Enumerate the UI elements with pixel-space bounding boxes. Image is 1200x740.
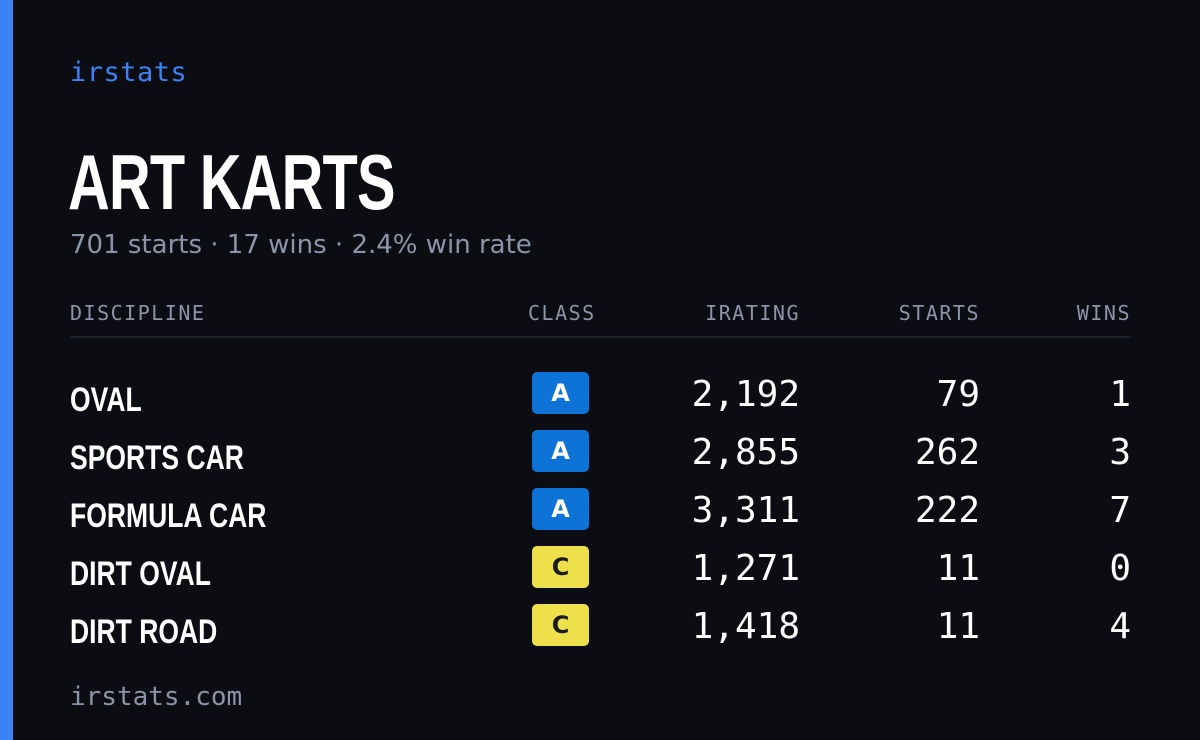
header-class: CLASS	[528, 301, 596, 325]
discipline-name: DIRT OVAL	[70, 555, 211, 593]
header-irating: IRATING	[705, 301, 800, 325]
brand-logo[interactable]: irstats	[70, 57, 188, 88]
table-row: DIRT OVAL C 1,271 11 0	[70, 528, 1131, 593]
class-badge: A	[532, 372, 589, 414]
driver-name: ART KARTS	[68, 138, 396, 226]
discipline-name: DIRT ROAD	[70, 613, 218, 651]
class-badge: C	[532, 546, 589, 588]
footer-url[interactable]: irstats.com	[70, 682, 243, 712]
accent-bar	[0, 0, 13, 740]
discipline-name: FORMULA CAR	[70, 497, 267, 535]
wins-value: 4	[1109, 606, 1131, 647]
stats-table: DISCIPLINE CLASS IRATING STARTS WINS OVA…	[70, 296, 1131, 651]
discipline-name: SPORTS CAR	[70, 439, 244, 477]
starts-value: 262	[914, 432, 980, 473]
irating-value: 2,192	[691, 374, 800, 415]
wins-value: 3	[1109, 432, 1131, 473]
header-discipline: DISCIPLINE	[70, 301, 206, 325]
starts-value: 222	[914, 490, 980, 531]
driver-summary: 701 starts · 17 wins · 2.4% win rate	[70, 230, 532, 260]
irating-value: 3,311	[691, 490, 800, 531]
starts-value: 79	[936, 374, 980, 415]
starts-value: 11	[936, 548, 980, 589]
table-row: SPORTS CAR A 2,855 262 3	[70, 412, 1131, 477]
table-body: OVAL A 2,192 79 1 SPORTS CAR A 2,855 262…	[70, 338, 1131, 651]
class-badge: A	[532, 430, 589, 472]
table-header: DISCIPLINE CLASS IRATING STARTS WINS	[70, 296, 1131, 338]
header-starts: STARTS	[898, 301, 980, 325]
table-row: OVAL A 2,192 79 1	[70, 354, 1131, 419]
table-row: FORMULA CAR A 3,311 222 7	[70, 470, 1131, 535]
irating-value: 1,271	[691, 548, 800, 589]
irating-value: 2,855	[691, 432, 800, 473]
irating-value: 1,418	[691, 606, 800, 647]
wins-value: 7	[1109, 490, 1131, 531]
wins-value: 0	[1109, 548, 1131, 589]
class-badge: A	[532, 488, 589, 530]
header-wins: WINS	[1076, 301, 1131, 325]
starts-value: 11	[936, 606, 980, 647]
table-row: DIRT ROAD C 1,418 11 4	[70, 586, 1131, 651]
discipline-name: OVAL	[70, 381, 142, 419]
class-badge: C	[532, 604, 589, 646]
wins-value: 1	[1109, 374, 1131, 415]
